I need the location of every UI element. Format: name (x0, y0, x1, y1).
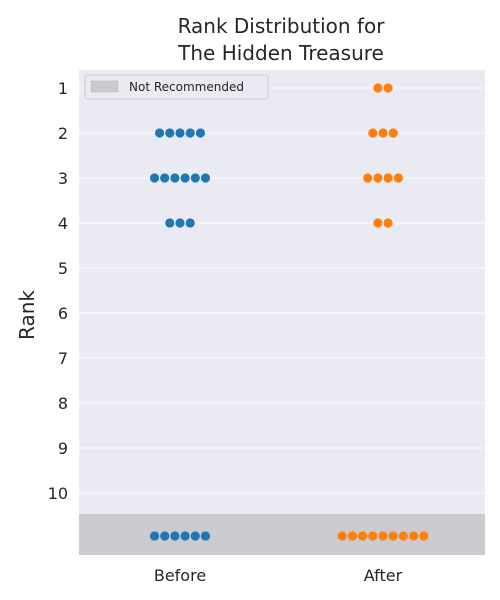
data-point-after-rank-3 (383, 173, 393, 183)
data-point-before-not-recommended (200, 531, 211, 541)
data-point-before-not-recommended (180, 531, 190, 541)
data-point-after-not-recommended (378, 531, 388, 541)
data-point-before-not-recommended (160, 531, 170, 541)
data-point-before-rank-2 (195, 128, 205, 138)
data-point-before-rank-3 (200, 173, 211, 183)
y-axis-label: Rank (15, 290, 39, 340)
y-tick-label: 2 (58, 124, 68, 143)
data-point-after-rank-4 (383, 218, 393, 228)
x-tick-labels: Before After (154, 566, 403, 585)
data-point-before-not-recommended (149, 531, 160, 541)
data-point-after-not-recommended (337, 531, 347, 541)
y-tick-label: 8 (58, 394, 68, 413)
data-point-after-rank-2 (368, 128, 378, 138)
chart-title-line-1: Rank Distribution for (178, 14, 386, 38)
data-point-after-not-recommended (419, 531, 429, 541)
data-point-before-rank-2 (165, 128, 175, 138)
y-tick-label: 7 (58, 349, 68, 368)
y-tick-label: 9 (58, 439, 68, 458)
data-point-before-not-recommended (170, 531, 180, 541)
data-point-after-not-recommended (347, 531, 357, 541)
y-tick-label: 4 (58, 214, 68, 233)
data-point-after-not-recommended (388, 531, 398, 541)
data-point-after-rank-1 (383, 83, 393, 93)
data-point-before-rank-2 (175, 128, 185, 138)
data-point-before-rank-4 (185, 218, 195, 228)
y-tick-label: 1 (58, 79, 68, 98)
data-points (149, 83, 429, 541)
x-tick-label: After (364, 566, 403, 585)
data-point-before-not-recommended (190, 531, 200, 541)
x-tick-label: Before (154, 566, 206, 585)
grid-lines (79, 87, 485, 494)
data-point-before-rank-3 (190, 173, 200, 183)
data-point-after-rank-3 (373, 173, 383, 183)
chart-title-line-2: The Hidden Treasure (177, 41, 384, 65)
y-tick-label: 5 (58, 259, 68, 278)
legend-swatch (90, 80, 119, 93)
data-point-after-rank-1 (373, 83, 383, 93)
data-point-after-not-recommended (358, 531, 368, 541)
y-tick-label: 3 (58, 169, 68, 188)
data-point-before-rank-4 (165, 218, 175, 228)
legend-label: Not Recommended (129, 80, 244, 94)
legend: Not Recommended (84, 74, 269, 100)
data-point-after-rank-3 (393, 173, 403, 183)
data-point-before-rank-2 (185, 128, 195, 138)
data-point-after-rank-2 (378, 128, 388, 138)
data-point-after-rank-3 (363, 173, 373, 183)
y-tick-label: 10 (48, 484, 68, 503)
data-point-before-rank-4 (175, 218, 185, 228)
data-point-before-rank-2 (155, 128, 165, 138)
y-tick-label: 6 (58, 304, 68, 323)
data-point-before-rank-3 (170, 173, 180, 183)
data-point-after-rank-2 (388, 128, 398, 138)
data-point-before-rank-3 (160, 173, 170, 183)
y-tick-labels: 1 2 3 4 5 6 7 8 9 10 (48, 79, 68, 503)
data-point-after-not-recommended (409, 531, 419, 541)
data-point-after-rank-4 (373, 218, 383, 228)
data-point-after-not-recommended (368, 531, 378, 541)
data-point-before-rank-3 (180, 173, 190, 183)
data-point-after-not-recommended (398, 531, 408, 541)
legend-box (84, 74, 269, 100)
data-point-before-rank-3 (149, 173, 160, 183)
